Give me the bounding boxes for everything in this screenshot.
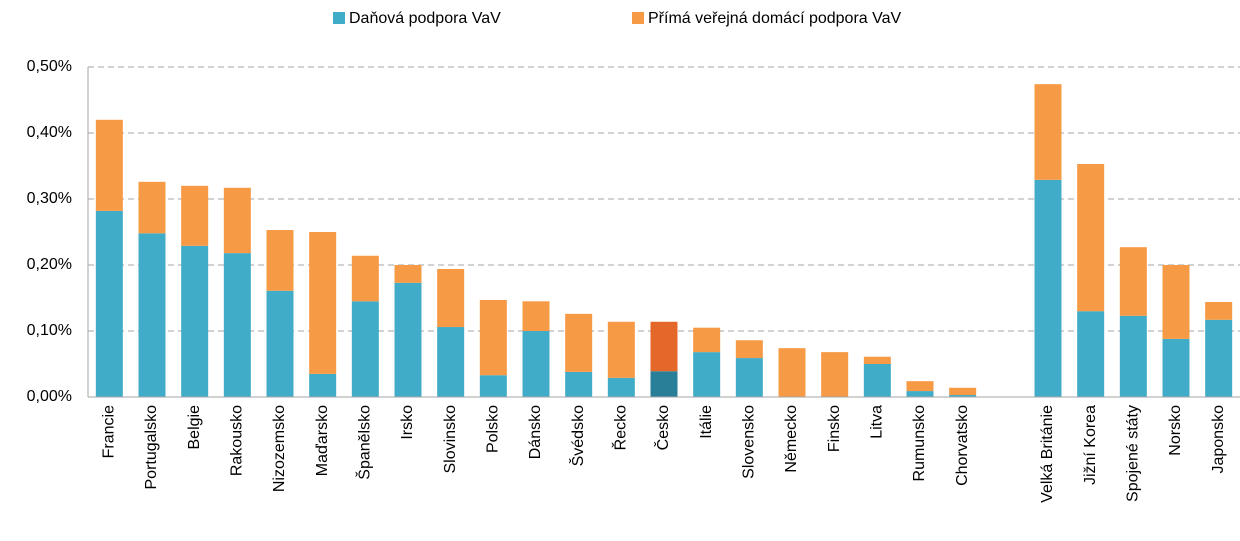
bar-segment [522,331,550,397]
bar-segment [1119,247,1147,316]
legend-swatch [632,12,644,24]
x-tick-label: Řecko [611,405,630,450]
x-tick-label: Slovinsko [442,405,459,474]
x-tick-label: Polsko [485,405,502,453]
bar-segment [437,327,465,397]
bar-segment [949,395,977,397]
bar-segment [1119,315,1147,397]
legend-swatch [333,12,345,24]
bar-segment [95,119,123,211]
bar-segment [309,373,337,397]
bar-segment [266,290,294,397]
x-tick-label: Belgie [186,405,203,450]
x-tick-label: Chorvatsko [954,405,971,486]
bar-segment [906,381,934,392]
bar-segment [138,181,166,234]
bar-segment [95,210,123,397]
bar-segment [479,375,507,397]
bar-segment [693,327,721,353]
x-tick-label: Portugalsko [143,405,160,490]
legend-label: Přímá veřejná domácí podpora VaV [648,10,902,27]
bar-segment [1077,311,1105,397]
x-tick-label: Francie [101,405,118,458]
x-tick-label: Nizozemsko [271,405,288,492]
bar-segment [1205,301,1233,320]
y-tick-label: 0,30% [27,190,72,207]
bar-segment [906,391,934,397]
x-tick-label: Rakousko [229,405,246,476]
bar-segment [394,265,422,283]
bar-segment [949,387,977,396]
bar-segment [437,268,465,328]
bar-segment [863,356,891,364]
bar-segment [1077,164,1105,312]
bar-segment [351,255,379,302]
x-tick-label: Finsko [826,405,843,452]
bar-segment [735,358,763,397]
bar-segment [138,233,166,397]
x-tick-label: Maďarsko [314,405,331,476]
y-tick-label: 0,10% [27,322,72,339]
bar-segment [607,377,635,397]
x-tick-label: Dánsko [527,405,544,459]
x-tick-label: Irsko [399,405,416,440]
bar-segment [1162,265,1190,339]
bar-segment [863,364,891,397]
bar-segment [1205,319,1233,397]
y-tick-label: 0,40% [27,124,72,141]
y-tick-label: 0,50% [27,58,72,75]
x-tick-label: Japonsko [1210,405,1227,474]
bar-segment [223,187,251,254]
x-tick-label: Itálie [698,405,715,439]
y-tick-label: 0,20% [27,256,72,273]
bar-segment [607,321,635,378]
bar-segment [479,299,507,376]
bar-segment [650,321,678,372]
x-tick-label: Německo [783,405,800,473]
bar-segment [266,230,294,291]
y-tick-label: 0,00% [27,388,72,405]
x-tick-label: Velká Británie [1039,405,1056,503]
x-tick-label: Spojené státy [1125,405,1142,502]
bar-segment [565,313,593,372]
bar-segment [565,371,593,397]
x-tick-label: Švédsko [568,405,587,466]
bar-segment [650,371,678,397]
bar-segment [522,301,550,331]
bar-segment [223,253,251,397]
bar-segment [778,348,806,397]
bar-segment [394,282,422,397]
x-tick-label: Španělsko [355,405,374,480]
bar-segment [309,232,337,374]
bar-segment [181,245,209,397]
bar-segment [693,352,721,397]
legend-label: Daňová podpora VaV [349,10,501,27]
bar-segment [1034,84,1062,180]
x-tick-label: Litva [869,405,886,439]
x-tick-label: Slovensko [741,405,758,479]
bar-segment [821,352,849,397]
bar-segment [1034,179,1062,397]
bar-segment [735,340,763,359]
x-tick-label: Česko [653,405,672,450]
x-tick-label: Jižní Korea [1082,405,1099,485]
bar-segment [1162,338,1190,397]
bar-segment [181,185,209,246]
x-tick-label: Norsko [1167,405,1184,456]
x-tick-label: Rumunsko [911,405,928,482]
bar-segment [351,301,379,397]
